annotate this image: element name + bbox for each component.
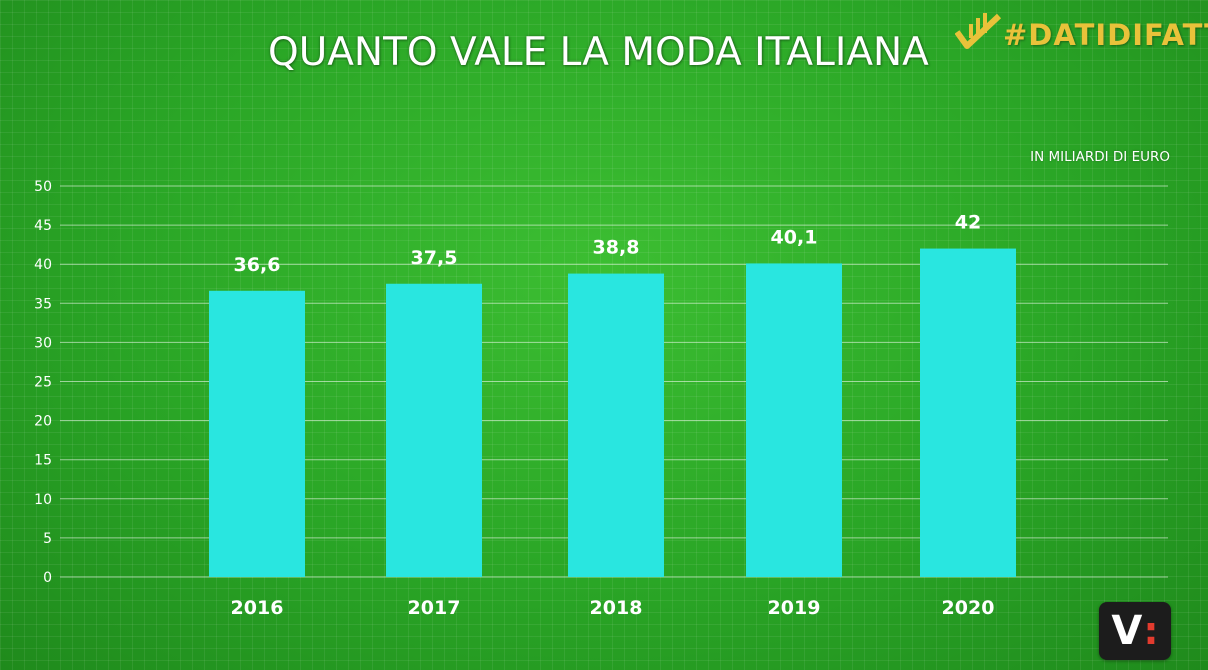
data-label: 37,5	[411, 247, 458, 269]
y-tick-label: 35	[34, 296, 52, 312]
brand-hashtag: #DATIDIFATTO	[1003, 18, 1208, 52]
data-label: 38,8	[593, 237, 640, 259]
bar	[209, 290, 305, 577]
y-tick-label: 50	[34, 179, 52, 195]
y-tick-label: 30	[34, 335, 52, 351]
y-tick-label: 15	[34, 453, 52, 469]
y-tick-label: 20	[34, 414, 52, 430]
bar	[746, 263, 842, 577]
x-tick-label: 2019	[768, 597, 821, 619]
y-tick-label: 10	[34, 492, 52, 508]
x-tick-label: 2017	[408, 597, 461, 619]
brand-logo: #DATIDIFATTO	[955, 10, 1208, 60]
chart-check-icon	[955, 13, 1002, 49]
bar	[568, 273, 664, 577]
x-tick-label: 2020	[942, 597, 995, 619]
corner-logo-mark: :	[1143, 609, 1159, 653]
corner-logo: V:	[1099, 602, 1171, 660]
y-tick-label: 45	[34, 218, 52, 234]
page-title: QUANTO VALE LA MODA ITALIANA	[268, 30, 929, 75]
bar	[386, 283, 482, 577]
data-label: 40,1	[771, 226, 818, 248]
corner-logo-letter: V	[1111, 608, 1143, 654]
data-label: 36,6	[234, 254, 281, 276]
y-tick-label: 0	[43, 570, 52, 586]
y-tick-label: 25	[34, 375, 52, 391]
x-tick-label: 2018	[590, 597, 643, 619]
y-tick-label: 5	[43, 531, 52, 547]
unit-label: IN MILIARDI DI EURO	[1030, 149, 1170, 165]
x-tick-label: 2016	[231, 597, 284, 619]
bar	[920, 248, 1016, 577]
y-tick-label: 40	[34, 257, 52, 273]
data-label: 42	[955, 212, 981, 234]
